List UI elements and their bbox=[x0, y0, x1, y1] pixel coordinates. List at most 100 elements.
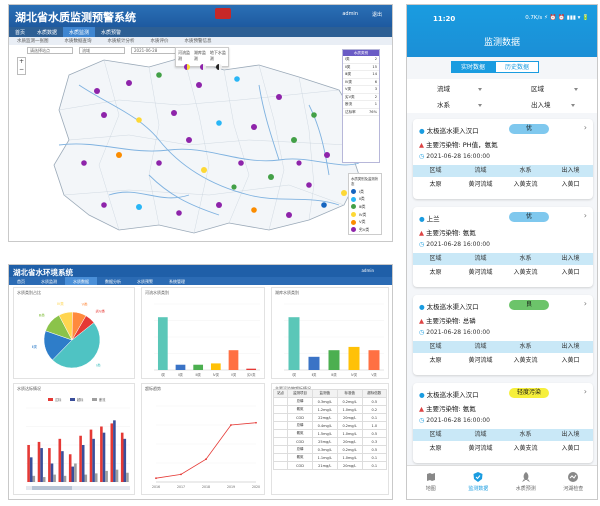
station-marker bbox=[234, 76, 240, 82]
table-cell: 0.5 bbox=[361, 397, 388, 406]
nav-item[interactable]: 首页 bbox=[17, 278, 25, 284]
station-card[interactable]: ● 太极巡水渠入汉口 轻度污染 › ▲ 主要污染物: 氨氮 ◷ 2021-06-28 16:0… bbox=[413, 383, 593, 463]
group-card: 水质达标情况 达标 超标 断流 bbox=[13, 383, 135, 495]
table-row: 氨氮 1.5mg/L 1.0mg/L 0.5 bbox=[272, 429, 388, 438]
nav-item[interactable]: 水质数据 bbox=[37, 30, 58, 36]
bar bbox=[157, 317, 168, 370]
flask-icon: ▲ bbox=[419, 229, 424, 237]
table-row: Ⅱ类 15 bbox=[343, 64, 379, 71]
legend-label: 断流 bbox=[99, 397, 106, 402]
flask-icon: ▲ bbox=[419, 405, 424, 413]
exit-button[interactable]: 退出 bbox=[371, 12, 382, 18]
inspect-icon bbox=[568, 472, 579, 482]
bar bbox=[63, 475, 67, 482]
zoom-out-button[interactable]: − bbox=[18, 66, 25, 73]
bar bbox=[175, 364, 186, 370]
basin-filter[interactable]: 流域 bbox=[437, 83, 482, 93]
tab-realtime[interactable]: 实时数据 bbox=[451, 61, 495, 73]
station-select[interactable]: 请选择站点 bbox=[27, 47, 73, 54]
legend-item[interactable]: 河流监测 bbox=[178, 50, 190, 61]
subnav-item[interactable]: 水质统计分析 bbox=[107, 39, 135, 44]
province-map[interactable] bbox=[9, 45, 393, 241]
nav-item[interactable]: 水质预警 bbox=[137, 278, 153, 284]
map-filter-bar: 请选择站点 流域 2021-06-28 查询 bbox=[27, 47, 197, 54]
x-tick-label: Ⅰ类 bbox=[161, 372, 166, 377]
data-point bbox=[155, 477, 157, 480]
table-cell: 1.0mg/L bbox=[336, 405, 363, 414]
nav-item[interactable]: 数据分析 bbox=[105, 278, 121, 284]
station-card[interactable]: ● 太极巡水渠入汉口 良 › ▲ 主要污染物: 总磷 ◷ 2021-06-28 16:00:0… bbox=[413, 295, 593, 375]
region-filter[interactable]: 区域 bbox=[531, 83, 578, 93]
nav-item[interactable]: 首页 bbox=[15, 30, 26, 36]
bottom-nav-map[interactable]: 地图 bbox=[407, 466, 455, 499]
water-system-filter[interactable]: 水系 bbox=[437, 99, 482, 109]
timestamp: ◷ 2021-06-28 16:00:00 bbox=[419, 417, 490, 424]
bar bbox=[32, 475, 36, 482]
table-cell: 0.1 bbox=[361, 461, 388, 470]
user-label[interactable]: admin bbox=[361, 268, 374, 273]
nav-item[interactable]: 系统管理 bbox=[169, 278, 185, 284]
column-header: 出入境 bbox=[561, 167, 580, 174]
bar bbox=[42, 477, 46, 482]
exceed-table: 站点 监测项目 监测值 标准值 超标倍数 总磷 0.3mg/L 0.2mg/L 0.5 氨氮 1.… bbox=[272, 389, 388, 470]
chevron-right-icon[interactable]: › bbox=[583, 211, 587, 220]
subnav-item[interactable]: 水质监测一张图 bbox=[17, 39, 49, 44]
chevron-right-icon[interactable]: › bbox=[583, 299, 587, 308]
bottom-nav-forecast[interactable]: 水质预测 bbox=[502, 466, 550, 499]
column-header: 水系 bbox=[519, 343, 532, 350]
table-cell: 0.5 bbox=[361, 445, 388, 454]
x-tick-label: 2017 bbox=[177, 485, 185, 489]
in-out-filter[interactable]: 出入境 bbox=[531, 99, 575, 109]
station-name: ● 上兰 bbox=[419, 215, 440, 223]
legend-item[interactable]: 湖库监测 bbox=[193, 50, 206, 61]
bar bbox=[228, 350, 239, 370]
table-cell: 0.3mg/L bbox=[311, 445, 338, 454]
table-cell: 0.2mg/L bbox=[336, 421, 363, 430]
chevron-right-icon[interactable]: › bbox=[583, 123, 587, 132]
station-marker bbox=[136, 117, 142, 123]
zoom-in-button[interactable]: + bbox=[18, 58, 25, 65]
x-tick-label: Ⅱ类 bbox=[312, 372, 318, 377]
nav-item[interactable]: 水质监测 bbox=[41, 278, 57, 284]
tab-history[interactable]: 历史数据 bbox=[495, 61, 539, 73]
station-marker bbox=[81, 160, 87, 166]
nav-item-active[interactable]: 水质数据 bbox=[65, 277, 97, 285]
bottom-nav-inspect[interactable]: 河湖检查 bbox=[550, 466, 598, 499]
legend-label: 超标 bbox=[77, 397, 84, 402]
date-picker[interactable]: 2021-06-28 bbox=[131, 47, 177, 54]
river-line bbox=[258, 84, 280, 161]
pie-slice bbox=[52, 322, 101, 369]
bar bbox=[50, 463, 54, 482]
column-header: 出入境 bbox=[561, 255, 580, 262]
station-marker bbox=[251, 124, 257, 130]
bar bbox=[37, 441, 41, 482]
x-tick-label: Ⅲ类 bbox=[195, 372, 201, 377]
subnav-item[interactable]: 水质评价 bbox=[150, 39, 169, 44]
basin-select[interactable]: 流域 bbox=[79, 47, 125, 54]
nav-item[interactable]: 水质预警 bbox=[101, 30, 122, 36]
cell-value: 太原 bbox=[429, 269, 442, 276]
station-card[interactable]: ● 太极巡水渠入汉口 优 › ▲ 主要污染物: PH值，氨氮 ◷ 2021-06-28 16:… bbox=[413, 119, 593, 199]
location-pin-icon: ● bbox=[419, 391, 425, 399]
cell-value: 太原 bbox=[429, 445, 442, 452]
table-header: 水质类别 bbox=[343, 50, 379, 56]
bar bbox=[40, 448, 43, 482]
table-row: Ⅲ类 14 bbox=[343, 71, 379, 79]
subnav-item[interactable]: 水质数据查询 bbox=[64, 39, 92, 44]
line-chart: 2016 2017 2018 2019 2020 bbox=[152, 405, 260, 489]
bottom-nav-monitor[interactable]: 监测数据 bbox=[455, 466, 503, 499]
subnav-item[interactable]: 水质预警信息 bbox=[184, 39, 212, 44]
chevron-right-icon[interactable]: › bbox=[583, 387, 587, 396]
nav-item-active[interactable]: 水质监测 bbox=[63, 27, 96, 37]
zoom-control[interactable]: + − bbox=[17, 57, 26, 75]
cell-value: 入黄口 bbox=[561, 181, 580, 188]
table-cell: 0.1 bbox=[361, 453, 388, 462]
bar bbox=[79, 435, 82, 482]
bar bbox=[29, 457, 33, 482]
value-row: 太原 黄河流域 入黄支流 入黄口 bbox=[413, 179, 593, 191]
station-card[interactable]: ● 上兰 优 › ▲ 主要污染物: 氨氮 ◷ 2021-06-28 16:00:00 区域 流域 水… bbox=[413, 207, 593, 287]
column-header: 区域 bbox=[429, 167, 442, 174]
legend-item[interactable]: 地下水监测 bbox=[209, 50, 226, 61]
user-label[interactable]: admin bbox=[342, 11, 358, 17]
